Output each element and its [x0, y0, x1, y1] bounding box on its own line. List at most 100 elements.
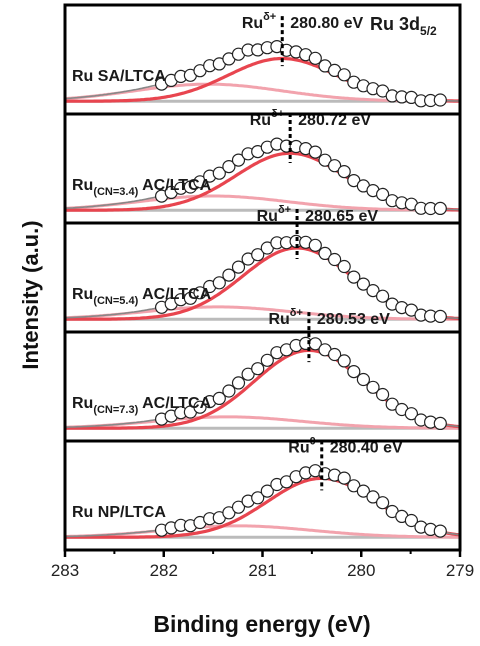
data-point [328, 252, 342, 267]
data-point [337, 354, 351, 368]
data-point [231, 260, 246, 274]
oxidation-state-label: Ruδ+ [268, 307, 302, 328]
x-axis-label: Binding energy (eV) [153, 611, 370, 637]
x-tick-label: 282 [150, 561, 178, 580]
oxidation-state-label: Ru0 [288, 435, 315, 456]
data-point [356, 484, 370, 498]
data-point [231, 500, 246, 514]
data-point [404, 407, 418, 421]
data-point [433, 93, 447, 107]
data-point [251, 491, 265, 505]
data-point [193, 400, 207, 414]
data-point [251, 362, 265, 376]
peak-energy-label: 280.40 eV [330, 439, 403, 456]
sample-name-suffix: AC/LTCA [138, 395, 211, 412]
sample-name: Ru(CN=7.3) AC/LTCA [72, 395, 212, 416]
x-tick-label: 280 [347, 561, 375, 580]
data-point [376, 289, 390, 303]
data-point [212, 391, 226, 405]
data-point [433, 524, 447, 538]
data-point [356, 372, 370, 387]
data-point [356, 277, 370, 291]
sample-name-sub: (CN=7.3) [93, 404, 138, 416]
panel-frame [63, 221, 462, 334]
data-point [376, 387, 390, 402]
data-point [328, 159, 342, 173]
data-point [433, 201, 447, 215]
data-point [337, 259, 351, 274]
peak-energy-label: 280.80 eV [290, 15, 363, 32]
data-point [212, 276, 226, 290]
oxidation-state-base: Ru [242, 15, 263, 32]
sample-name-sub: (CN=5.4) [93, 295, 138, 307]
sample-name-suffix: AC/LTCA [138, 177, 211, 194]
data-point [366, 490, 380, 504]
oxidation-state-label: Ruδ+ [257, 204, 291, 225]
peak-energy-label: 280.53 eV [317, 311, 390, 328]
satellite-peak-curve [65, 524, 460, 539]
oxidation-state-base: Ru [250, 112, 271, 129]
sample-name: Ru(CN=5.4) AC/LTCA [72, 286, 212, 307]
chart-title: Ru 3d5/2 [370, 14, 437, 38]
sample-name-main: Ru SA/LTCA [72, 68, 166, 85]
oxidation-state-label: Ruδ+ [242, 11, 276, 32]
data-point [337, 165, 351, 179]
oxidation-state-base: Ru [288, 439, 309, 456]
x-tick-label: 279 [446, 561, 474, 580]
data-point [251, 248, 265, 262]
oxidation-state-sup: δ+ [290, 307, 303, 319]
oxidation-state-base: Ru [257, 208, 278, 225]
sample-name-main: Ru [72, 177, 93, 194]
data-point [308, 145, 322, 159]
data-point [433, 309, 447, 323]
oxidation-state-base: Ru [268, 311, 289, 328]
chart-title-main: Ru 3d [370, 14, 420, 34]
y-axis-label: Intensity (a.u.) [18, 220, 43, 369]
data-point [366, 284, 380, 298]
data-point [347, 365, 361, 379]
sample-name: Ru NP/LTCA [72, 504, 166, 521]
oxidation-state-sup: δ+ [278, 204, 291, 216]
peak-energy-label: 280.65 eV [305, 208, 378, 225]
data-point [260, 353, 274, 367]
data-point [366, 380, 380, 394]
chart-title-sub: 5/2 [420, 24, 437, 38]
data-point [376, 187, 390, 201]
sample-name-suffix: AC/LTCA [138, 286, 211, 303]
data-point [222, 506, 236, 520]
data-point [328, 347, 342, 362]
data-point [231, 376, 246, 390]
oxidation-state-label: Ruδ+ [250, 108, 284, 129]
data-point [222, 160, 236, 174]
sample-name-main: Ru [72, 286, 93, 303]
data-point [347, 270, 361, 284]
panel-5: Ru NP/LTCA Ru0 280.40 eV [63, 435, 462, 552]
data-point [222, 268, 236, 282]
data-point [337, 68, 351, 82]
data-point [193, 286, 207, 300]
sample-name: Ru SA/LTCA [72, 68, 166, 85]
data-point [231, 153, 246, 167]
data-point [318, 246, 332, 260]
data-point [212, 166, 226, 180]
data-point [376, 496, 390, 510]
sample-name-sub: (CN=3.4) [93, 186, 138, 198]
sample-name-main: Ru NP/LTCA [72, 504, 166, 521]
x-axis: 283 282 281 280 279 [51, 550, 474, 580]
x-tick-label: 281 [248, 561, 276, 580]
oxidation-state-sup: δ+ [263, 11, 276, 23]
panel-1: Ru SA/LTCA Ruδ+ 280.80 eV [63, 3, 462, 116]
data-point [193, 175, 207, 189]
data-point [404, 513, 418, 528]
data-point [433, 416, 447, 430]
data-point [260, 484, 274, 498]
data-point [308, 238, 322, 252]
peak-energy-label: 280.72 eV [298, 112, 371, 129]
data-point [308, 51, 322, 65]
sample-name: Ru(CN=3.4) AC/LTCA [72, 177, 212, 198]
